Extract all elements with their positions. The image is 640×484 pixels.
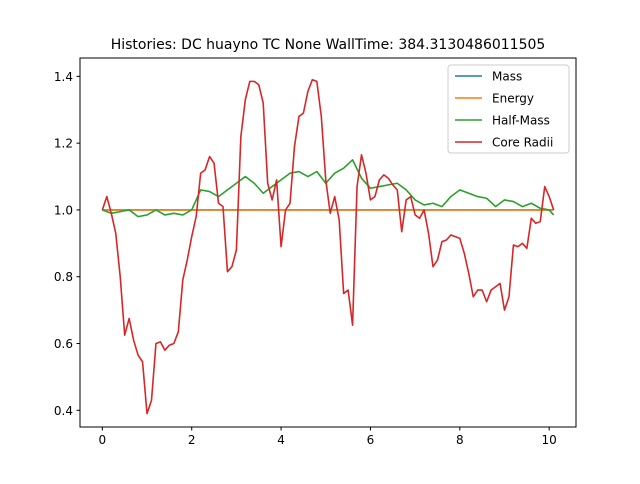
x-tick-label: 8 bbox=[456, 433, 464, 447]
legend-label: Energy bbox=[492, 92, 534, 106]
chart-title: Histories: DC huayno TC None WallTime: 3… bbox=[111, 37, 546, 53]
x-tick-label: 2 bbox=[188, 433, 196, 447]
x-tick-label: 10 bbox=[542, 433, 557, 447]
legend-label: Half-Mass bbox=[492, 114, 550, 128]
plot-frame bbox=[79, 57, 577, 428]
y-tick-label: 1.0 bbox=[54, 203, 73, 217]
x-tick-label: 0 bbox=[99, 433, 107, 447]
x-tick-label: 6 bbox=[367, 433, 375, 447]
legend: Mass Energy Half-Mass Core Radii bbox=[447, 64, 570, 154]
series-lines bbox=[101, 78, 555, 415]
y-axis: 0.4 0.6 0.8 1.0 1.2 1.4 bbox=[54, 70, 80, 418]
y-tick-label: 1.2 bbox=[54, 137, 73, 151]
x-axis: 0 2 4 6 8 10 bbox=[99, 427, 557, 447]
legend-label: Mass bbox=[492, 70, 522, 84]
series-line-half-mass bbox=[102, 159, 555, 218]
legend-label: Core Radii bbox=[492, 136, 553, 150]
y-tick-label: 1.4 bbox=[54, 70, 73, 84]
y-tick-label: 0.8 bbox=[54, 270, 73, 284]
x-tick-label: 4 bbox=[277, 433, 285, 447]
legend-box bbox=[447, 64, 570, 154]
y-tick-label: 0.4 bbox=[54, 404, 73, 418]
series-line-core-radii bbox=[101, 78, 555, 415]
y-tick-label: 0.6 bbox=[54, 337, 73, 351]
